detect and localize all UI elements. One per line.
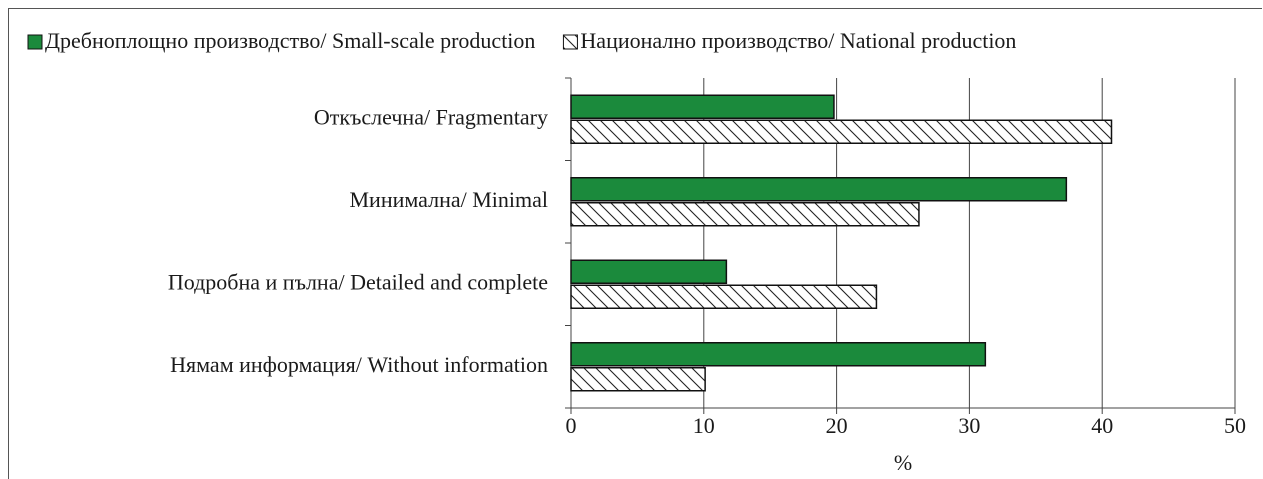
bar: [570, 177, 1068, 202]
x-tick-label: 50: [1224, 413, 1246, 438]
bar: [570, 119, 1113, 144]
y-tick-label: Подробна и пълна/ Detailed and complete: [168, 269, 548, 294]
legend-swatch: [562, 34, 578, 50]
x-tick-label: 20: [826, 413, 848, 438]
frame: [8, 8, 1262, 479]
legend-swatch: [27, 34, 43, 50]
x-tick-label: 40: [1091, 413, 1113, 438]
legend-label: Дребноплощно производство/ Small-scale p…: [45, 28, 535, 53]
y-tick-label: Нямам информация/ Without information: [170, 352, 548, 377]
bar: [570, 342, 987, 367]
bar: [570, 259, 728, 284]
bar: [570, 367, 706, 392]
x-tick-label: 10: [693, 413, 715, 438]
legend-label: Национално производство/ National produc…: [580, 28, 1016, 53]
y-tick-label: Откъслечна/ Fragmentary: [314, 104, 548, 129]
x-tick-label: 30: [958, 413, 980, 438]
y-tick-label: Минимална/ Minimal: [349, 187, 548, 212]
x-tick-label: 0: [566, 413, 577, 438]
x-axis-label: %: [894, 450, 912, 475]
bar: [570, 94, 835, 119]
bar: [570, 284, 878, 309]
bar: [570, 202, 920, 227]
